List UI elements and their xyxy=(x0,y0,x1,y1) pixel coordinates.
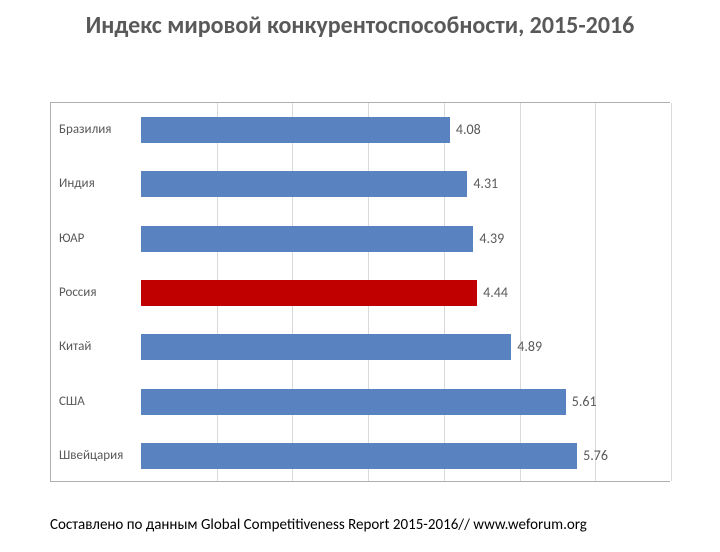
value-label: 4.44 xyxy=(483,284,508,301)
bar xyxy=(141,171,467,197)
category-label: Бразилия xyxy=(51,122,139,137)
gridline xyxy=(595,103,596,481)
bar xyxy=(141,443,577,469)
category-label: США xyxy=(51,394,139,409)
category-label: Китай xyxy=(51,339,139,354)
value-label: 4.31 xyxy=(473,175,498,192)
value-label: 5.76 xyxy=(583,447,608,464)
source-caption: Составлено по данным Global Competitiven… xyxy=(50,516,587,534)
chart-area: Бразилия 4.08 Индия 4.31 ЮАР 4.39 Россия 4.44 Ки… xyxy=(50,102,670,482)
value-label: 4.89 xyxy=(517,338,542,355)
bar xyxy=(141,226,473,252)
category-label: ЮАР xyxy=(51,231,139,246)
category-label: Россия xyxy=(51,285,139,300)
gridline xyxy=(671,103,672,481)
category-label: Швейцария xyxy=(51,448,139,463)
bar xyxy=(141,280,477,306)
value-label: 5.61 xyxy=(572,393,597,410)
category-label: Индия xyxy=(51,176,139,191)
bar xyxy=(141,334,511,360)
chart-title: Индекс мировой конкурентоспособности, 20… xyxy=(40,12,680,41)
value-label: 4.39 xyxy=(479,230,504,247)
bar xyxy=(141,117,450,143)
value-label: 4.08 xyxy=(456,121,481,138)
gridline xyxy=(520,103,521,481)
bar xyxy=(141,389,566,415)
